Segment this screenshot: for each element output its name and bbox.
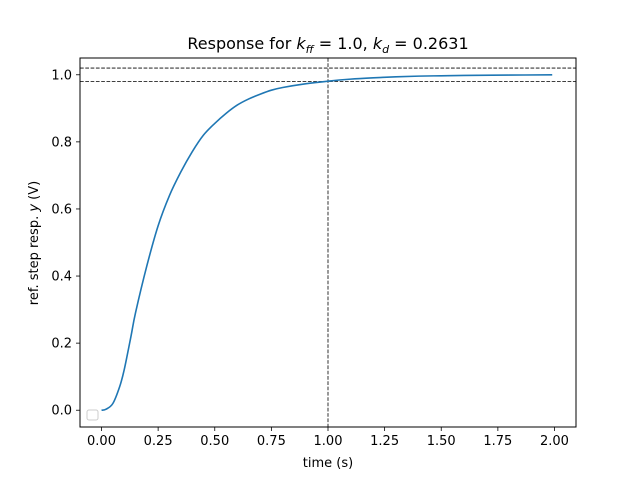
title-kd-sub: d xyxy=(382,43,390,56)
y-axis-ticks: 0.0 0.2 0.4 0.6 0.8 1.0 xyxy=(51,68,80,419)
series-line-0 xyxy=(101,73,553,412)
y-axis-label-var: y xyxy=(27,204,42,213)
y-tick-label-0: 0.0 xyxy=(51,404,72,419)
title-kd-value: = 0.2631 xyxy=(389,34,469,53)
title-kff: k xyxy=(296,34,306,53)
x-tick-label-0: 0.00 xyxy=(87,434,116,449)
x-tick-label-1: 0.25 xyxy=(144,434,173,449)
x-tick-label-7: 1.75 xyxy=(483,434,512,449)
plot-area: 0.00 0.25 0.50 0.75 1.00 1.25 1.50 1.75 2.00 0.0… xyxy=(51,57,577,449)
title-kff-value: = 1.0, xyxy=(314,34,373,53)
y-tick-label-5: 1.0 xyxy=(51,68,72,83)
x-axis-label: time (s) xyxy=(303,456,353,471)
y-tick-label-4: 0.8 xyxy=(51,135,72,150)
y-tick-label-1: 0.2 xyxy=(51,337,72,352)
title-kd: k xyxy=(373,34,383,53)
x-tick-label-5: 1.25 xyxy=(370,434,399,449)
x-tick-label-3: 0.75 xyxy=(257,434,286,449)
series-layer xyxy=(101,73,553,412)
legend-box xyxy=(86,409,99,421)
title-kff-sub: ff xyxy=(306,43,315,56)
y-tick-label-3: 0.6 xyxy=(51,202,72,217)
reference-lines xyxy=(80,58,576,427)
x-axis-ticks: 0.00 0.25 0.50 0.75 1.00 1.25 1.50 1.75 2.00 xyxy=(87,427,569,449)
x-tick-label-4: 1.00 xyxy=(314,434,343,449)
chart-title: Response for kff = 1.0, kd = 0.2631 xyxy=(187,34,468,56)
title-prefix: Response for xyxy=(187,34,296,53)
y-axis-label: ref. step resp. y (V) xyxy=(27,181,42,305)
x-tick-label-8: 2.00 xyxy=(540,434,569,449)
x-tick-label-6: 1.50 xyxy=(427,434,456,449)
y-tick-label-2: 0.4 xyxy=(51,270,72,285)
y-axis-label-unit: (V) xyxy=(27,181,42,204)
x-tick-label-2: 0.50 xyxy=(200,434,229,449)
y-axis-label-text: ref. step resp. xyxy=(27,212,42,306)
